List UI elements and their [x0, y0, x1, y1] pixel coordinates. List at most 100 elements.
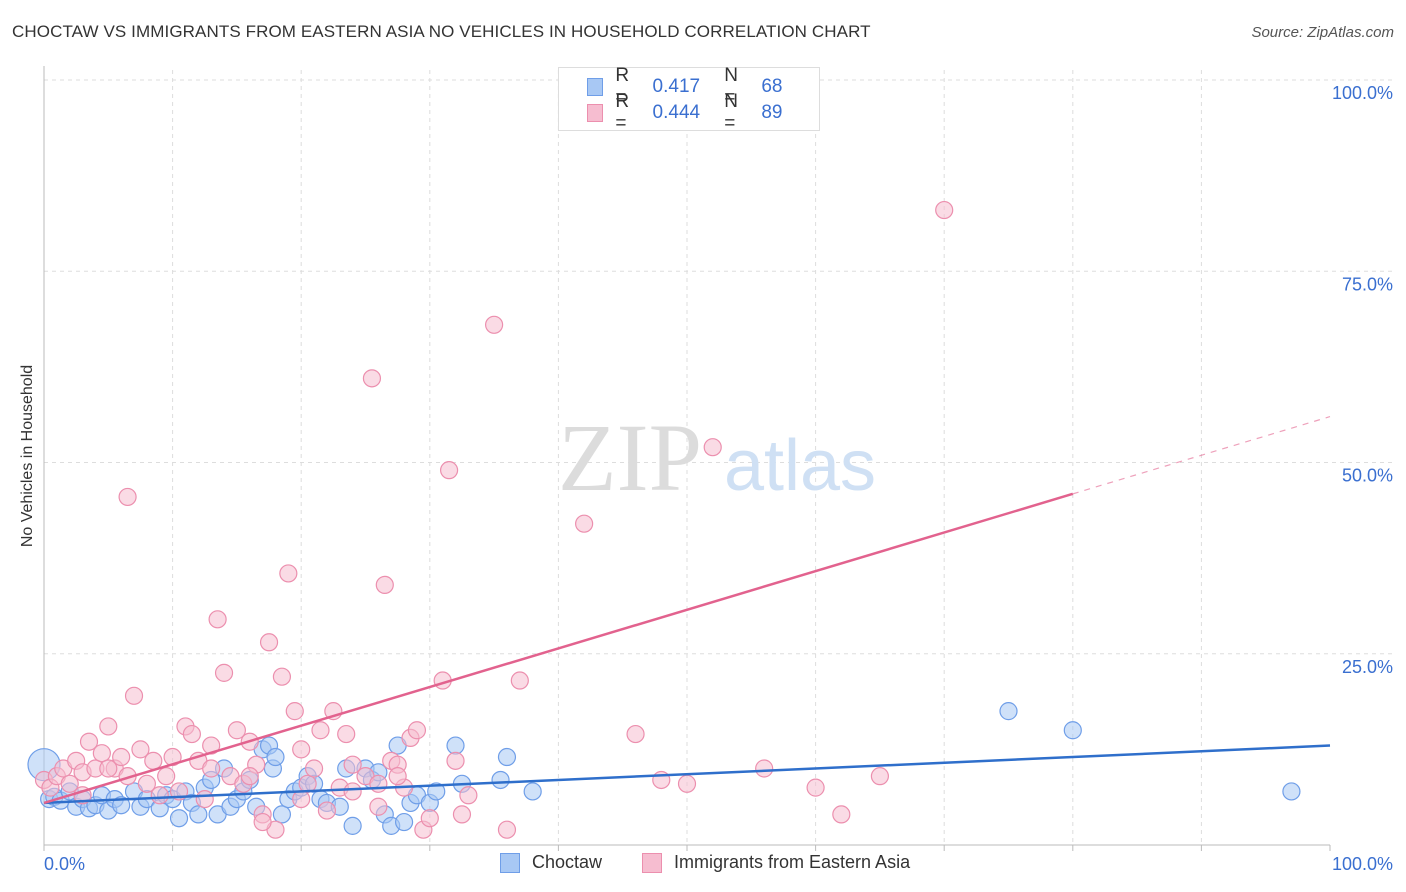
- data-point-choctaw: [1282, 782, 1301, 801]
- data-point-immigrants: [227, 721, 246, 740]
- data-point-immigrants: [446, 751, 465, 770]
- legend-r-label: R =: [615, 91, 630, 134]
- legend-r-value: 0.417: [652, 76, 701, 97]
- axes: [43, 66, 1331, 851]
- legend-row-immigrants: R = 0.444 N = 89: [587, 91, 819, 134]
- data-point-immigrants: [208, 610, 227, 629]
- watermark: ZIP atlas: [558, 404, 876, 511]
- data-point-immigrants: [240, 767, 259, 786]
- data-point-immigrants: [214, 663, 234, 682]
- data-point-immigrants: [292, 740, 311, 759]
- series-legend: Choctaw Immigrants from Eastern Asia: [0, 852, 1406, 876]
- data-point-immigrants: [137, 774, 156, 793]
- trend-lines: [43, 416, 1331, 805]
- data-point-choctaw: [497, 747, 517, 767]
- y-tick-label: 50.0%: [1342, 466, 1393, 486]
- data-point-immigrants: [195, 789, 214, 809]
- data-point-immigrants: [485, 315, 504, 334]
- data-point-immigrants: [626, 724, 645, 744]
- data-point-immigrants: [459, 786, 478, 805]
- data-point-choctaw: [266, 747, 285, 767]
- tick-labels: 25.0% 50.0% 75.0% 100.0% 0.0% 100.0%: [44, 83, 1393, 874]
- data-point-immigrants: [935, 200, 954, 220]
- data-point-immigrants: [497, 820, 517, 839]
- data-point-immigrants: [870, 767, 890, 786]
- legend-n-value: 68: [761, 76, 783, 97]
- data-point-choctaw: [394, 812, 414, 832]
- data-point-immigrants: [99, 717, 118, 736]
- data-point-immigrants: [150, 786, 169, 805]
- trend-line-immigrants-dashed: [1072, 416, 1331, 495]
- data-point-immigrants: [118, 487, 137, 507]
- y-tick-label: 100.0%: [1332, 83, 1393, 103]
- data-point-immigrants: [144, 751, 163, 770]
- data-point-immigrants: [806, 778, 825, 797]
- legend-label-choctaw: Choctaw: [532, 852, 603, 872]
- data-point-immigrants: [131, 740, 150, 759]
- data-point-immigrants: [407, 721, 427, 740]
- data-point-choctaw: [491, 770, 510, 790]
- data-point-immigrants: [202, 759, 221, 778]
- x-tick-label: 0.0%: [44, 854, 85, 874]
- data-point-immigrants: [253, 812, 272, 832]
- data-point-immigrants: [452, 805, 472, 824]
- data-point-choctaw: [112, 796, 131, 815]
- data-point-immigrants: [575, 514, 594, 533]
- data-point-immigrants: [304, 759, 324, 778]
- data-point-immigrants: [703, 438, 722, 457]
- legend-swatch-blue: [587, 78, 604, 96]
- data-point-immigrants: [279, 564, 298, 583]
- legend-r-label: R =: [615, 65, 630, 108]
- series-immigrants: [34, 200, 954, 839]
- data-point-immigrants: [375, 575, 394, 595]
- data-point-immigrants: [79, 732, 99, 751]
- legend-swatch-pink: [642, 852, 662, 873]
- data-point-immigrants: [369, 797, 388, 816]
- data-point-immigrants: [343, 755, 362, 774]
- legend-n-value: 89: [761, 102, 783, 123]
- data-point-immigrants: [362, 369, 382, 388]
- data-point-choctaw: [272, 805, 292, 824]
- data-point-immigrants: [343, 782, 362, 801]
- chart-title: CHOCTAW VS IMMIGRANTS FROM EASTERN ASIA …: [12, 22, 871, 41]
- data-point-immigrants: [832, 805, 851, 824]
- legend-item-immigrants[interactable]: Immigrants from Eastern Asia: [642, 852, 910, 873]
- x-tick-label: 100.0%: [1332, 854, 1393, 874]
- data-point-choctaw: [343, 816, 362, 835]
- data-point-immigrants: [439, 461, 459, 480]
- data-point-immigrants: [420, 809, 439, 828]
- watermark-atlas: atlas: [724, 426, 876, 506]
- legend-n-label: N =: [724, 65, 738, 108]
- data-point-immigrants: [292, 789, 311, 809]
- data-point-choctaw: [169, 809, 189, 828]
- data-point-immigrants: [337, 724, 356, 744]
- legend-swatch-blue: [500, 852, 520, 873]
- data-point-choctaw: [427, 782, 446, 801]
- legend-label-immigrants: Immigrants from Eastern Asia: [674, 852, 911, 872]
- data-point-immigrants: [202, 736, 221, 755]
- grid-lines: [44, 70, 1395, 845]
- data-point-immigrants: [311, 721, 330, 740]
- data-point-immigrants: [317, 801, 337, 820]
- data-point-choctaw: [523, 782, 542, 801]
- y-tick-label: 75.0%: [1342, 274, 1393, 294]
- legend-r-value: 0.444: [652, 102, 701, 123]
- watermark-zip: ZIP: [558, 404, 702, 511]
- data-point-immigrants: [182, 724, 201, 744]
- data-point-immigrants: [388, 767, 407, 786]
- legend-item-choctaw[interactable]: Choctaw: [500, 852, 602, 873]
- trend-line-immigrants: [43, 492, 1074, 805]
- trend-line-choctaw: [43, 744, 1331, 805]
- legend-n-label: N =: [724, 91, 738, 134]
- data-point-immigrants: [755, 759, 774, 778]
- data-point-immigrants: [124, 686, 144, 705]
- data-point-immigrants: [60, 774, 79, 793]
- data-point-choctaw: [1063, 721, 1082, 740]
- source-label: Source: ZipAtlas.com: [1251, 24, 1394, 41]
- data-point-immigrants: [677, 774, 697, 793]
- data-point-choctaw: [446, 736, 465, 755]
- data-point-immigrants: [157, 767, 176, 786]
- correlation-legend: R = 0.417 N = 68 R = 0.444 N = 89: [558, 65, 820, 134]
- legend-swatch-pink: [587, 104, 604, 122]
